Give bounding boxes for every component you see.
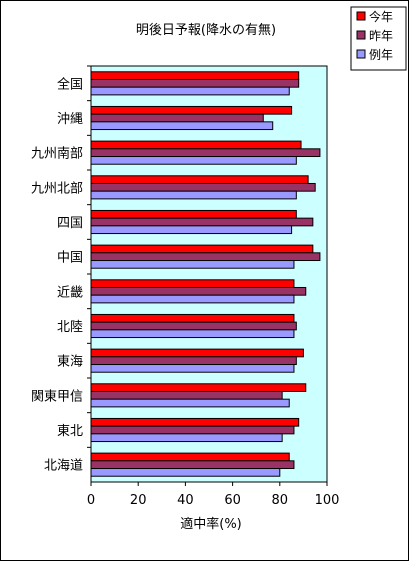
bar xyxy=(90,225,293,235)
y-tick-label: 全国 xyxy=(57,76,83,92)
y-tick-label: 九州北部 xyxy=(31,181,83,196)
x-tick-label: 0 xyxy=(87,493,95,508)
bar xyxy=(90,417,300,427)
bar xyxy=(90,294,295,304)
y-tick-label: 北陸 xyxy=(57,319,83,335)
bar xyxy=(90,279,295,288)
x-tick-label: 40 xyxy=(177,493,194,508)
plot-area xyxy=(90,65,328,483)
y-tick-label: 北海道 xyxy=(44,459,83,474)
bar xyxy=(90,383,307,392)
bar xyxy=(90,433,283,443)
y-tick-label: 中国 xyxy=(57,251,83,266)
bar xyxy=(90,113,264,123)
y-tick-label: 九州南部 xyxy=(31,146,83,162)
bar xyxy=(90,217,314,227)
bar xyxy=(90,156,297,165)
x-axis: 0 20 40 60 80 100 xyxy=(87,482,340,508)
bar xyxy=(90,86,290,96)
bar xyxy=(90,71,300,80)
legend-swatch xyxy=(356,11,366,21)
bar xyxy=(90,452,290,462)
bar xyxy=(90,121,274,131)
bar xyxy=(90,468,281,477)
bar xyxy=(90,148,321,158)
y-tick-label: 東北 xyxy=(57,423,83,439)
bar xyxy=(90,252,321,262)
legend-swatch xyxy=(356,49,366,59)
bar xyxy=(90,348,304,358)
bar xyxy=(90,356,297,366)
y-tick-label: 近畿 xyxy=(57,285,83,300)
bar xyxy=(90,329,295,339)
bar xyxy=(90,321,297,331)
bar xyxy=(90,425,295,435)
legend-swatch xyxy=(356,30,366,40)
bar xyxy=(90,190,297,200)
chart-title: 明後日予報(降水の有無) xyxy=(136,23,276,38)
x-axis-title: 適中率(%) xyxy=(180,516,242,532)
bar xyxy=(90,364,295,373)
bar xyxy=(90,105,293,115)
bar xyxy=(90,460,295,470)
y-tick-label: 四国 xyxy=(57,216,83,231)
legend-label: 今年 xyxy=(369,9,393,24)
bar xyxy=(90,390,283,400)
y-tick-label: 東海 xyxy=(57,354,83,370)
x-tick-label: 20 xyxy=(130,493,147,508)
y-tick-label: 関東甲信 xyxy=(31,388,83,404)
x-tick-label: 60 xyxy=(224,493,241,508)
bars xyxy=(90,71,321,477)
bar xyxy=(90,313,295,323)
bar xyxy=(90,209,297,219)
bar xyxy=(90,398,290,408)
y-tick-label: 沖縄 xyxy=(57,112,83,127)
bar xyxy=(90,78,300,88)
bar xyxy=(90,175,309,184)
bar xyxy=(90,244,314,254)
x-tick-label: 100 xyxy=(315,493,340,508)
bar xyxy=(90,182,316,192)
bar xyxy=(90,140,302,150)
legend-label: 昨年 xyxy=(369,29,393,43)
bar xyxy=(90,286,307,296)
x-tick-label: 80 xyxy=(272,493,289,508)
bar xyxy=(90,260,295,269)
legend-label: 例年 xyxy=(369,48,393,62)
